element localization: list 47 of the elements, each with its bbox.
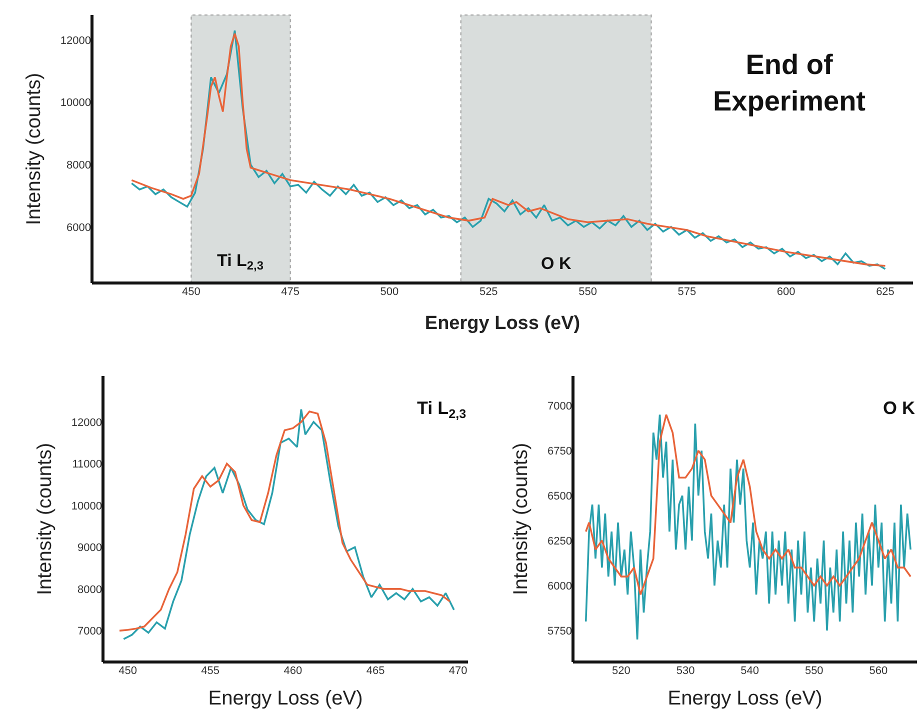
x-tick-label: 625: [876, 286, 894, 298]
y-tick-label: 5750: [548, 625, 572, 638]
y-tick-label: 12000: [71, 416, 102, 429]
y-tick-label: 6000: [548, 580, 572, 592]
y-tick-label: 9000: [78, 542, 102, 554]
x-tick-label: 460: [284, 665, 302, 677]
y-axis-title: Intensity (counts): [34, 442, 56, 596]
x-tick-label: 450: [118, 665, 137, 677]
y-tick-label: 8000: [78, 584, 102, 596]
x-tick-label: 575: [678, 286, 696, 298]
band-label: Ti L$_{2,3}$: [217, 251, 264, 273]
x-axis-title: Energy Loss (eV): [424, 312, 580, 334]
x-tick-label: 470: [448, 665, 468, 677]
x-tick-label: 525: [479, 286, 498, 298]
y-tick-label: 6000: [66, 222, 91, 234]
annotation: End of Experiment: [713, 49, 866, 116]
x-tick-label: 520: [612, 665, 630, 677]
y-axis-title: Intensity (counts): [22, 72, 45, 226]
x-tick-label: 450: [182, 286, 200, 298]
x-tick-label: 465: [366, 665, 385, 677]
annotation: Ti L$_{2,3}$: [417, 398, 466, 421]
x-axis-title: Energy Loss (eV): [668, 688, 822, 710]
x-tick-label: 500: [380, 286, 399, 298]
line-series: [584, 414, 912, 640]
y-tick-label: 11000: [72, 458, 102, 471]
x-tick-label: 540: [740, 665, 759, 677]
x-tick-label: 550: [804, 665, 824, 677]
line-series: [584, 414, 912, 596]
x-axis-title: Energy Loss (eV): [208, 688, 363, 710]
y-tick-label: 6500: [548, 490, 572, 502]
y-tick-label: 6750: [548, 446, 572, 458]
band-label: O K: [541, 254, 572, 273]
y-tick-label: 7000: [548, 400, 572, 413]
y-tick-label: 10000: [60, 97, 91, 110]
y-axis-title: Intensity (counts): [510, 442, 532, 596]
y-tick-label: 12000: [60, 34, 91, 47]
y-tick-label: 10000: [71, 500, 102, 512]
y-tick-label: 6250: [548, 535, 572, 548]
x-tick-label: 475: [281, 286, 300, 298]
x-tick-label: 550: [578, 286, 597, 298]
x-tick-label: 560: [869, 665, 888, 677]
y-tick-label: 8000: [66, 159, 91, 172]
x-tick-label: 530: [676, 665, 695, 677]
annotation: O K: [883, 398, 916, 418]
x-tick-label: 455: [201, 665, 220, 677]
y-tick-label: 7000: [78, 626, 102, 638]
x-tick-label: 600: [776, 286, 796, 298]
